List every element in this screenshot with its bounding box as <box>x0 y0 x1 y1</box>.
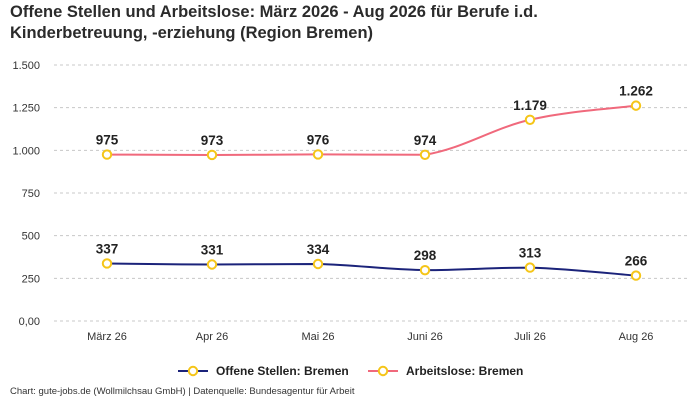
data-point-marker <box>312 149 324 160</box>
legend-marker-1 <box>187 365 199 377</box>
data-point-marker <box>524 262 536 273</box>
y-tick-label: 1.500 <box>12 60 40 72</box>
chart-title-line-1: Offene Stellen und Arbeitslose: März 202… <box>10 3 538 21</box>
chart-source-footer: Chart: gute-jobs.de (Wollmilchsau GmbH) … <box>10 386 355 397</box>
data-point-marker <box>101 258 113 269</box>
data-label: 973 <box>201 133 224 148</box>
legend-label-2: Arbeitslose: Bremen <box>406 364 523 378</box>
data-label: 974 <box>414 133 437 148</box>
y-tick-label: 0,00 <box>19 316 40 328</box>
data-label: 337 <box>96 241 119 256</box>
data-point-marker <box>630 100 642 111</box>
data-point-marker <box>524 114 536 125</box>
data-point-marker <box>419 264 431 276</box>
y-tick-label: 1.000 <box>12 145 40 157</box>
data-point-marker <box>312 258 324 270</box>
y-tick-label: 500 <box>22 231 40 243</box>
data-point-marker <box>206 149 218 161</box>
chart-title: Offene Stellen und Arbeitslose: März 202… <box>10 2 670 44</box>
data-point-marker <box>206 259 218 270</box>
data-label: 313 <box>519 246 542 261</box>
x-tick-label: März 26 <box>87 331 127 343</box>
data-label: 975 <box>96 133 119 148</box>
x-tick-label: Mai 26 <box>301 331 334 343</box>
data-point-marker <box>630 270 642 281</box>
data-label: 1.262 <box>619 84 653 99</box>
data-label: 334 <box>307 242 330 257</box>
y-tick-label: 750 <box>22 188 40 200</box>
x-tick-label: Apr 26 <box>196 331 228 343</box>
x-tick-label: Aug 26 <box>619 331 654 343</box>
series-line-2 <box>106 104 637 156</box>
y-tick-label: 1.250 <box>12 103 40 115</box>
data-label: 1.179 <box>513 98 547 113</box>
x-tick-label: Juni 26 <box>407 331 442 343</box>
data-label: 331 <box>201 243 224 258</box>
data-label: 976 <box>307 132 330 147</box>
series-line-1 <box>106 262 637 277</box>
legend-label-1: Offene Stellen: Bremen <box>216 364 349 378</box>
chart-title-line-2: Kinderbetreuung, -erziehung (Region Brem… <box>10 24 374 42</box>
data-point-marker <box>419 149 431 160</box>
data-point-marker <box>101 149 113 160</box>
legend-marker-2 <box>377 365 389 377</box>
data-label: 266 <box>625 254 648 269</box>
x-tick-label: Juli 26 <box>514 331 546 343</box>
y-tick-label: 250 <box>22 273 40 285</box>
data-label: 298 <box>414 248 437 263</box>
